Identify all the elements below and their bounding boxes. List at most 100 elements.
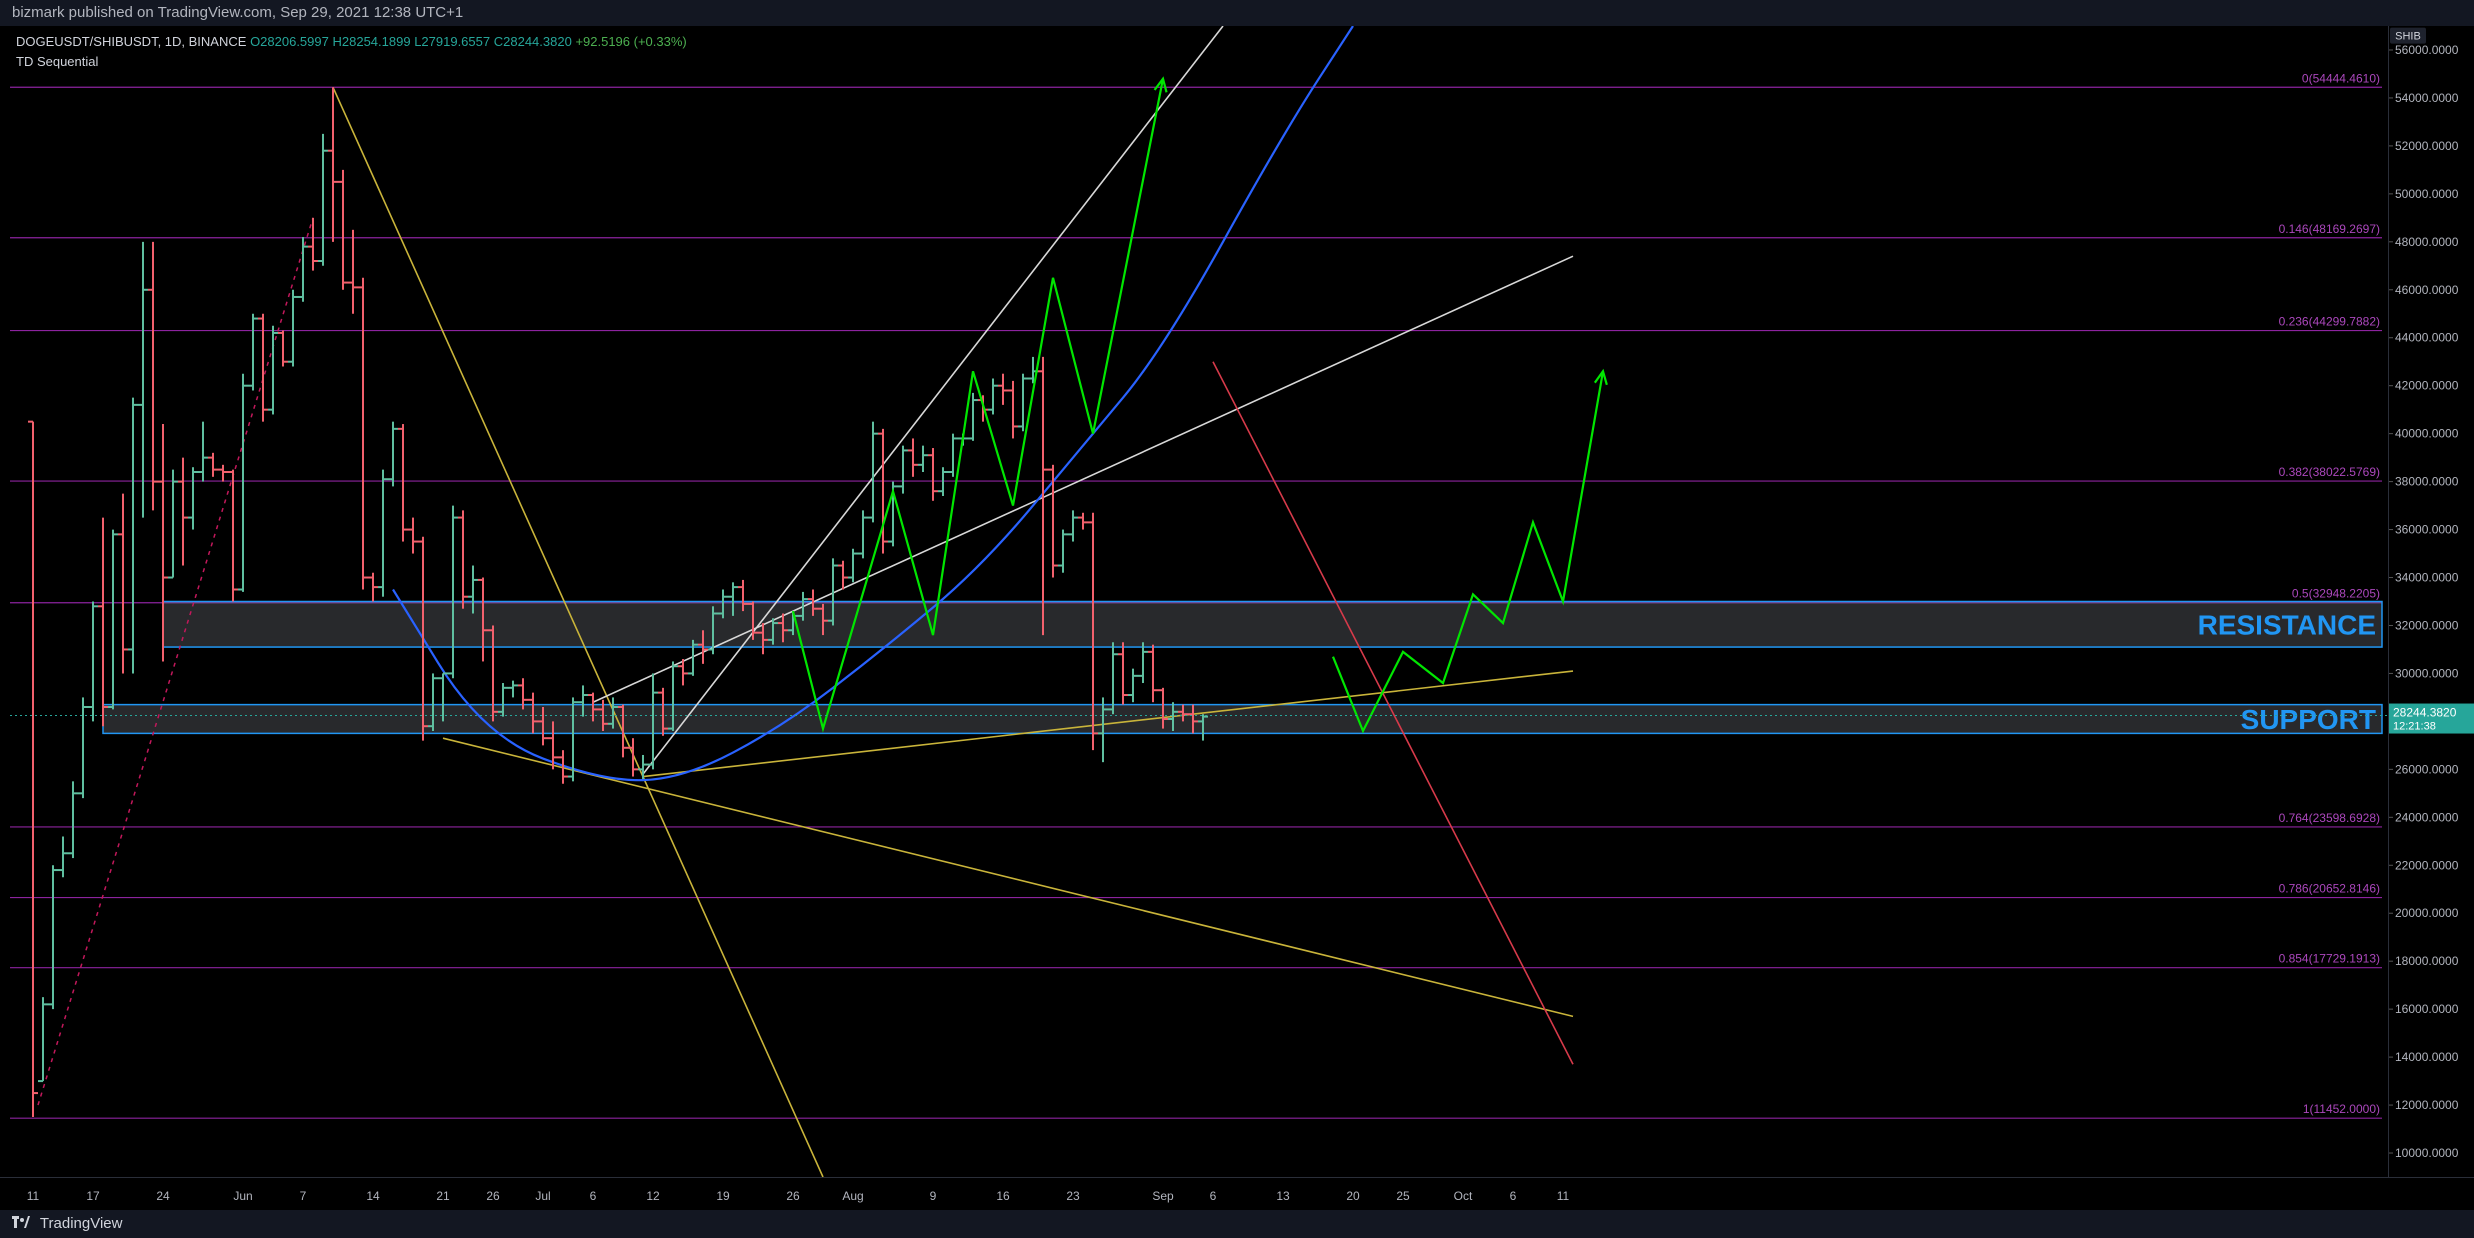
projection bbox=[791, 76, 1608, 734]
time-tick-label: Sep bbox=[1152, 1189, 1174, 1203]
trendline-white bbox=[642, 25, 1224, 775]
last-price-label: 28244.3820 bbox=[2393, 706, 2457, 720]
price-tick-label: 38000.0000 bbox=[2395, 475, 2459, 489]
zone-label-resistance: RESISTANCE bbox=[2198, 609, 2376, 640]
zone-labels: RESISTANCE SUPPORT bbox=[10, 609, 2388, 735]
trendline-white bbox=[592, 255, 1574, 703]
price-tick-label: 50000.0000 bbox=[2395, 187, 2459, 201]
legend-high: H28254.1899 bbox=[332, 34, 411, 49]
legend-low: L27919.6557 bbox=[414, 34, 491, 49]
time-tick-label: 14 bbox=[366, 1189, 380, 1203]
fib-level-label: 0.146(48169.2697) bbox=[2279, 222, 2380, 236]
fib-level-label: 0.236(44299.7882) bbox=[2279, 315, 2380, 329]
trendline-yellow bbox=[642, 670, 1574, 778]
price-tick-label: 30000.0000 bbox=[2395, 666, 2459, 680]
fib-level-label: 0(54444.4610) bbox=[2302, 71, 2380, 85]
dotted-trendline bbox=[37, 217, 314, 1106]
time-tick-label: Aug bbox=[842, 1189, 863, 1203]
legend-change: +92.5196 (+0.33%) bbox=[575, 34, 687, 49]
time-tick-label: 13 bbox=[1276, 1189, 1290, 1203]
zones bbox=[102, 600, 2383, 735]
fib-level-label: 0.382(38022.5769) bbox=[2279, 465, 2380, 479]
tradingview-logo-icon bbox=[12, 1210, 30, 1238]
fib-levels: 0(54444.4610) 0.146(48169.2697) 0.236(4429… bbox=[10, 71, 2382, 1119]
trendline-yellow bbox=[332, 86, 824, 1178]
price-tick-label: 14000.0000 bbox=[2395, 1050, 2459, 1064]
price-tick-label: 52000.0000 bbox=[2395, 139, 2459, 153]
trendline-red bbox=[1212, 361, 1574, 1065]
price-tick-label: 40000.0000 bbox=[2395, 427, 2459, 441]
price-tick-label: 16000.0000 bbox=[2395, 1002, 2459, 1016]
price-tick-label: 24000.0000 bbox=[2395, 810, 2459, 824]
trendlines bbox=[37, 25, 1574, 1178]
footer: TradingView bbox=[0, 1210, 2474, 1238]
time-tick-label: 7 bbox=[300, 1189, 307, 1203]
footer-brand: TradingView bbox=[39, 1215, 123, 1232]
parabolic-curve bbox=[392, 25, 1354, 782]
curve bbox=[392, 25, 1354, 782]
time-tick-label: 26 bbox=[486, 1189, 500, 1203]
last-price-box bbox=[2389, 703, 2474, 734]
symbol-badge bbox=[2390, 27, 2426, 44]
fib-level-label: 0.5(32948.2205) bbox=[2292, 587, 2380, 601]
time-tick-label: 11 bbox=[1557, 1189, 1570, 1203]
fib-level-label: 0.786(20652.8146) bbox=[2279, 882, 2380, 896]
time-axis-svg: 11 17 24 Jun 7 14 21 26 Jul 6 12 19 26 Aug 9 16 23 Sep 6 13… bbox=[27, 1189, 1570, 1203]
time-tick-label: 6 bbox=[1510, 1189, 1517, 1203]
time-tick-label: 24 bbox=[156, 1189, 170, 1203]
price-axis[interactable]: 10000.0000 12000.0000 14000.0000 16000.0000… bbox=[2388, 26, 2474, 1177]
price-tick-label: 32000.0000 bbox=[2395, 618, 2459, 632]
time-tick-label: 11 bbox=[27, 1189, 40, 1203]
price-tick-label: 56000.0000 bbox=[2395, 43, 2459, 57]
publish-info: bizmark published on TradingView.com, Se… bbox=[12, 4, 464, 21]
time-tick-label: 20 bbox=[1346, 1189, 1360, 1203]
projection-path bbox=[1331, 371, 1605, 734]
time-tick-label: 9 bbox=[930, 1189, 937, 1203]
time-tick-label: Jul bbox=[535, 1189, 550, 1203]
price-tick-label: 48000.0000 bbox=[2395, 235, 2459, 249]
trendline-yellow bbox=[442, 737, 1574, 1018]
time-tick-label: 12 bbox=[646, 1189, 660, 1203]
time-tick-label: 6 bbox=[1210, 1189, 1217, 1203]
projection-path bbox=[791, 78, 1165, 733]
fib-level-label: 1(11452.0000) bbox=[2303, 1102, 2380, 1116]
price-tick-label: 34000.0000 bbox=[2395, 571, 2459, 585]
time-axis[interactable]: 11 17 24 Jun 7 14 21 26 Jul 6 12 19 26 Aug 9 16 23 Sep 6 13… bbox=[0, 1177, 2474, 1211]
price-tick-label: 20000.0000 bbox=[2395, 906, 2459, 920]
time-tick-label: 16 bbox=[996, 1189, 1010, 1203]
price-tick-label: 12000.0000 bbox=[2395, 1098, 2459, 1112]
zone-label-support: SUPPORT bbox=[2241, 704, 2376, 735]
projection-arrow-icon bbox=[1153, 76, 1168, 93]
time-tick-label: 25 bbox=[1396, 1189, 1410, 1203]
zone-rect bbox=[102, 703, 2383, 735]
price-tick-label: 44000.0000 bbox=[2395, 331, 2459, 345]
price-tick-label: 10000.0000 bbox=[2395, 1146, 2459, 1160]
price-tick-label: 46000.0000 bbox=[2395, 283, 2459, 297]
time-tick-label: 23 bbox=[1066, 1189, 1080, 1203]
price-tick-label: 36000.0000 bbox=[2395, 523, 2459, 537]
last-price-countdown: 12:21:38 bbox=[2393, 721, 2436, 733]
projection-arrow-icon bbox=[1593, 368, 1608, 386]
time-tick-label: 21 bbox=[436, 1189, 450, 1203]
legend-open: O28206.5997 bbox=[250, 34, 329, 49]
chart-legend: DOGEUSDT/SHIBUSDT, 1D, BINANCE O28206.59… bbox=[16, 32, 687, 72]
price-tick-label: 42000.0000 bbox=[2395, 379, 2459, 393]
legend-symbol: DOGEUSDT/SHIBUSDT, 1D, BINANCE bbox=[16, 34, 247, 49]
zone-rect bbox=[162, 600, 2383, 648]
chart-svg[interactable]: 0(54444.4610) 0.146(48169.2697) 0.236(4429… bbox=[10, 25, 2388, 1178]
time-tick-label: 26 bbox=[786, 1189, 800, 1203]
price-tick-label: 22000.0000 bbox=[2395, 858, 2459, 872]
price-tick-label: 26000.0000 bbox=[2395, 762, 2459, 776]
time-tick-label: Oct bbox=[1454, 1189, 1473, 1203]
time-tick-label: Jun bbox=[233, 1189, 252, 1203]
time-tick-label: 19 bbox=[716, 1189, 730, 1203]
chart-area[interactable]: 0(54444.4610) 0.146(48169.2697) 0.236(4429… bbox=[10, 25, 2388, 1178]
price-tick-label: 54000.0000 bbox=[2395, 91, 2459, 105]
publish-header: bizmark published on TradingView.com, Se… bbox=[0, 0, 2474, 26]
price-tick-label: 18000.0000 bbox=[2395, 954, 2459, 968]
fib-level-label: 0.764(23598.6928) bbox=[2279, 811, 2380, 825]
candles bbox=[28, 87, 1208, 1118]
time-tick-label: 17 bbox=[86, 1189, 100, 1203]
legend-close: C28244.3820 bbox=[493, 34, 572, 49]
symbol-badge-text: SHIB bbox=[2395, 31, 2421, 43]
